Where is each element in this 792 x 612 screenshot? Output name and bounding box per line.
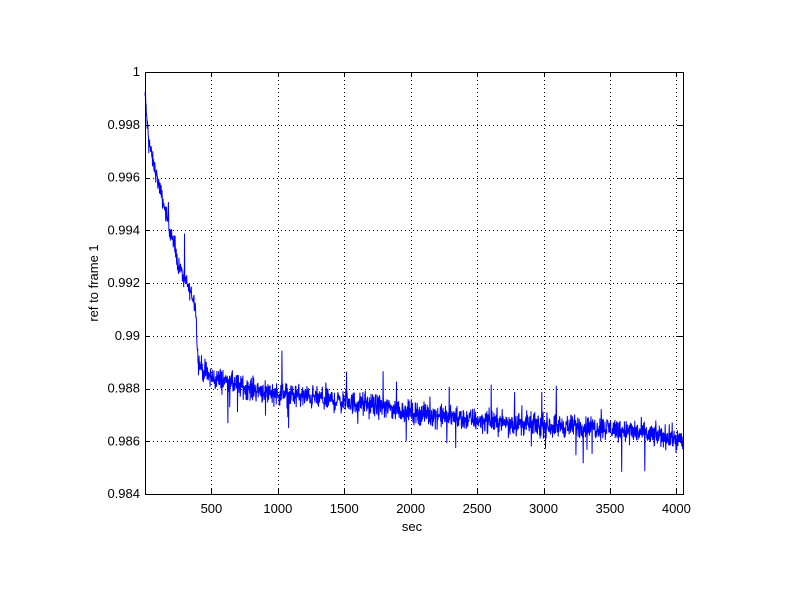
x-tick-label: 4000 bbox=[662, 501, 691, 516]
tick-marks bbox=[145, 72, 683, 495]
y-tick-label: 0.988 bbox=[107, 381, 140, 396]
y-tick-label: 0.99 bbox=[115, 328, 140, 343]
x-tick-label: 2000 bbox=[396, 501, 425, 516]
x-tick-label: 1000 bbox=[263, 501, 292, 516]
y-tick-label: 0.994 bbox=[107, 222, 140, 237]
y-tick-labels: 0.984 0.986 0.988 0.99 0.992 0.994 0.996 0.998 1 bbox=[107, 64, 140, 501]
y-axis-label: ref to frame 1 bbox=[86, 244, 101, 321]
series-line bbox=[144, 92, 684, 472]
y-tick-label: 0.992 bbox=[107, 275, 140, 290]
x-tick-label: 3000 bbox=[529, 501, 558, 516]
y-tick-label: 0.984 bbox=[107, 486, 140, 501]
y-tick-label: 0.996 bbox=[107, 170, 140, 185]
y-tick-label: 0.986 bbox=[107, 433, 140, 448]
x-tick-labels: 500 1000 1500 2000 2500 3000 3500 4000 bbox=[201, 501, 691, 516]
grid-lines bbox=[145, 72, 683, 494]
y-tick-label: 0.998 bbox=[107, 117, 140, 132]
x-axis-label: sec bbox=[402, 519, 423, 534]
series-layer bbox=[144, 92, 684, 472]
x-tick-label: 3500 bbox=[595, 501, 624, 516]
y-tick-label: 1 bbox=[133, 64, 140, 79]
x-tick-label: 2500 bbox=[463, 501, 492, 516]
x-tick-label: 1500 bbox=[330, 501, 359, 516]
x-tick-label: 500 bbox=[201, 501, 223, 516]
